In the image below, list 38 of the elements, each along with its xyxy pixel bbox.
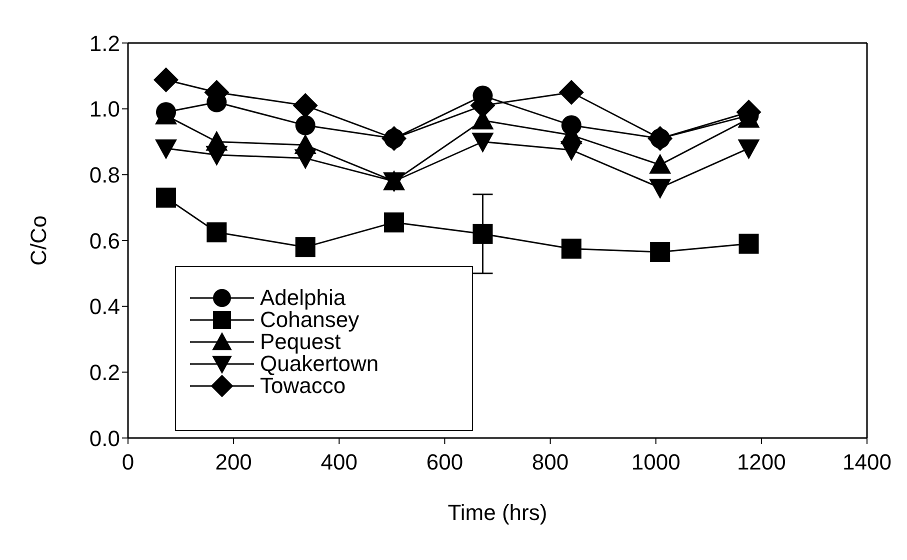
y-tick-label: 0.6 [89,228,120,254]
point [155,139,178,160]
point [558,80,584,105]
x-tick-label: 800 [532,450,569,475]
x-tick-label: 1000 [631,450,680,475]
point [206,222,227,242]
point [649,154,672,174]
point [561,238,582,259]
x-tick-label: 400 [320,450,358,475]
point [472,132,494,153]
y-tick-label: 1.0 [89,96,120,122]
point [294,149,316,170]
point [738,139,760,160]
x-tick-label: 200 [215,450,252,475]
point [295,237,316,258]
y-tick-label: 0.8 [89,162,120,188]
y-tick-label: 0.4 [89,294,120,320]
point [560,140,582,161]
point [738,234,759,254]
x-tick-label: 0 [122,450,134,475]
x-axis-title: Time (hrs) [448,500,548,525]
y-tick-label: 1.2 [89,30,120,56]
point [649,178,672,199]
y-axis-title: C/Co [26,215,51,266]
point [650,242,670,262]
x-tick-label: 1200 [736,450,786,475]
legend-label: Adelphia [260,285,346,310]
legend-label: Pequest [260,329,341,354]
point [206,146,228,166]
x-tick-label: 1400 [842,450,892,475]
y-tick-label: 0.2 [89,360,120,385]
point [295,115,316,136]
point [472,224,493,244]
point [384,212,404,232]
point [156,188,176,208]
y-tick-label: 0.0 [89,426,120,451]
point [154,67,179,92]
x-tick-label: 600 [426,450,464,475]
